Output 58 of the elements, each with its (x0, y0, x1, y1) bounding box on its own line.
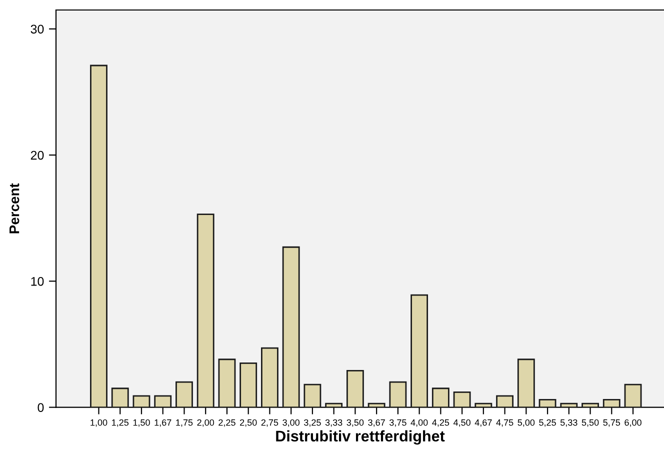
x-axis-title: Distrubitiv rettferdighet (276, 430, 445, 445)
x-tick-label: 1,75 (176, 419, 193, 427)
x-tick-label: 4,00 (410, 419, 428, 427)
bar (261, 347, 278, 408)
x-tick-label: 2,00 (197, 419, 214, 427)
bar (240, 362, 258, 408)
bar (582, 402, 599, 408)
y-tick-label: 20 (30, 150, 44, 160)
x-tick-label: 3,00 (282, 419, 300, 427)
bar (624, 384, 642, 408)
y-tick-label: 10 (31, 276, 44, 286)
x-tick-label: 3,75 (389, 419, 406, 427)
bar (154, 395, 172, 408)
bar (196, 214, 214, 408)
bar (560, 402, 578, 408)
x-tick-label: 2,75 (261, 419, 278, 427)
y-tick-label: 30 (30, 24, 44, 34)
bar (517, 358, 535, 408)
bar (132, 395, 150, 408)
x-tick-label: 4,75 (496, 419, 514, 427)
bar (304, 384, 322, 408)
bar (389, 381, 407, 408)
bar (90, 64, 108, 408)
x-tick-label: 2,50 (240, 419, 257, 427)
x-tick-label: 1,67 (154, 419, 172, 427)
bar (111, 388, 129, 408)
x-tick-label: 3,33 (325, 419, 342, 427)
x-tick-label: 5,75 (603, 419, 620, 427)
bar (432, 388, 450, 408)
bar (453, 391, 471, 408)
y-tick-label: 0 (38, 403, 44, 412)
bar (325, 402, 343, 408)
x-tick-label: 5,50 (582, 419, 599, 427)
bar (346, 370, 364, 408)
x-tick-label: 2,25 (218, 419, 236, 427)
bar (496, 395, 514, 408)
x-tick-label: 4,25 (432, 419, 450, 427)
x-tick-label: 3,25 (304, 419, 321, 427)
bar (410, 294, 428, 408)
x-tick-label: 1,25 (112, 419, 129, 427)
bar (602, 399, 620, 408)
x-tick-label: 5,25 (539, 419, 556, 427)
bar (474, 402, 492, 408)
x-tick-label: 1,50 (133, 419, 150, 427)
x-tick-label: 3,67 (368, 419, 385, 427)
bar (368, 402, 386, 408)
x-tick-label: 5,33 (560, 419, 578, 427)
bar (218, 358, 236, 408)
x-tick-label: 5,00 (518, 419, 535, 427)
x-tick-label: 4,50 (453, 419, 470, 427)
x-tick-label: 1,00 (90, 419, 108, 427)
x-tick-label: 4,67 (474, 419, 492, 427)
y-axis-title: Percent (10, 183, 20, 234)
bar (538, 399, 556, 408)
x-tick-label: 6,00 (624, 419, 642, 427)
bar (176, 381, 193, 408)
x-tick-label: 3,50 (346, 419, 364, 427)
bar (282, 246, 300, 408)
